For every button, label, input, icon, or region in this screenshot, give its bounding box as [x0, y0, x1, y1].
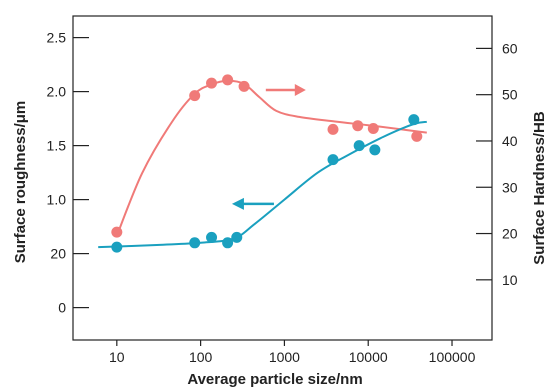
series-0-point — [222, 74, 234, 86]
series-1-point — [327, 154, 339, 166]
series-0-line — [115, 79, 427, 237]
y-right-tick-label: 40 — [502, 133, 518, 149]
plot-frame — [72, 15, 493, 341]
y-right-tick-label: 60 — [502, 40, 518, 56]
arrow-right-head — [294, 84, 306, 97]
series-0-point — [238, 80, 250, 92]
series-1-point — [353, 140, 365, 152]
y-right-tick-label: 10 — [502, 272, 518, 288]
x-tick-label: 10 — [109, 349, 125, 365]
y-axis-left-title: Surface roughness/μm — [12, 101, 29, 264]
x-tick-label: 1000 — [269, 349, 300, 365]
annotations — [231, 84, 306, 210]
y-right-tick-label: 20 — [502, 226, 518, 242]
series-1-point — [111, 241, 123, 253]
data-points — [111, 74, 423, 253]
y-left-tick-label: 1.5 — [47, 138, 67, 154]
series-0-point — [327, 123, 339, 135]
curves — [98, 79, 427, 249]
series-0-point — [367, 122, 379, 134]
series-0-point — [352, 120, 364, 132]
series-1-point — [369, 144, 381, 156]
y-left-tick-label: 20 — [50, 246, 66, 262]
x-tick-label: 10000 — [349, 349, 388, 365]
y-left-tick-label: 1.0 — [47, 192, 67, 208]
y-right-tick-label: 50 — [502, 87, 518, 103]
y-left-tick-label: 2.5 — [47, 30, 67, 46]
series-1-line — [98, 120, 427, 249]
y-axis-right-title: Surface Hardness/HB — [531, 111, 548, 265]
series-0-point — [111, 226, 123, 238]
x-tick-label: 100 — [189, 349, 213, 365]
series-1-point — [231, 231, 243, 243]
y-left-tick-label: 0 — [58, 300, 66, 316]
series-0-point — [189, 90, 201, 102]
series-0-point — [411, 130, 423, 142]
x-axis-title: Average particle size/nm — [187, 371, 362, 388]
axes: 10 100 1000 10000 100000 0 20 1.0 1.5 2.0 2.5 10 20 3… — [47, 15, 518, 365]
series-1-point — [408, 114, 420, 126]
y-right-tick-label: 30 — [502, 179, 518, 195]
series-1-point — [222, 237, 234, 249]
series-0-point — [206, 77, 218, 89]
x-tick-label: 100000 — [429, 349, 476, 365]
series-1-point — [206, 231, 218, 243]
y-left-tick-label: 2.0 — [47, 84, 67, 100]
series-1-point — [189, 237, 201, 249]
arrow-left-head — [231, 197, 244, 210]
